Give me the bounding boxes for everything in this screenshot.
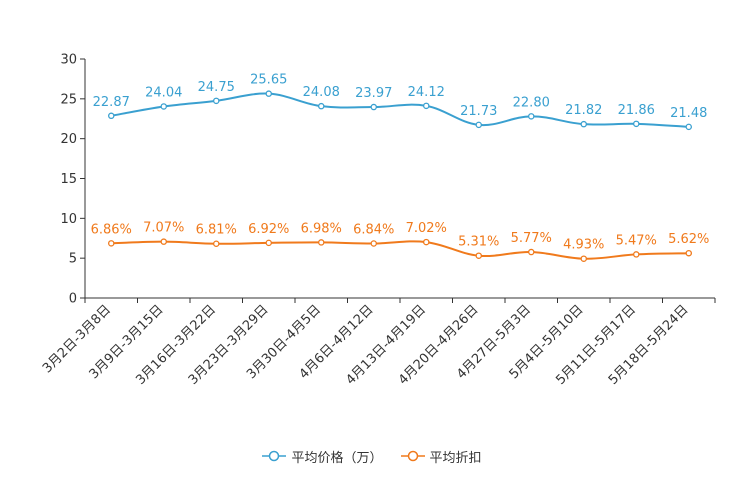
price-data-label: 25.65 — [250, 73, 287, 88]
price-point — [580, 120, 588, 128]
discount-data-label: 6.84% — [353, 223, 394, 238]
discount-data-label: 4.93% — [563, 238, 604, 253]
discount-point — [422, 238, 430, 246]
legend-item-discount[interactable]: 平均折扣 — [400, 447, 482, 466]
y-tick-label: 20 — [60, 132, 77, 147]
discount-data-label: 7.07% — [143, 221, 184, 236]
y-tick-label: 10 — [60, 212, 77, 227]
price-data-label: 23.97 — [355, 86, 392, 101]
discount-point — [685, 249, 693, 257]
price-point — [475, 121, 482, 129]
discount-data-label: 5.31% — [458, 235, 499, 250]
discount-point — [580, 255, 588, 262]
discount-data-label: 6.98% — [301, 221, 342, 236]
y-tick-label: 30 — [60, 53, 77, 68]
discount-point — [160, 238, 167, 245]
discount-line — [111, 240, 689, 260]
discount-point — [475, 252, 482, 259]
y-tick-label: 15 — [60, 172, 77, 187]
price-data-label: 24.12 — [408, 85, 445, 100]
price-data-label: 21.82 — [565, 103, 602, 118]
y-tick-label: 5 — [69, 252, 77, 267]
price-point — [528, 113, 535, 120]
discount-point — [317, 239, 325, 246]
discount-point — [528, 248, 535, 256]
y-axis: 0 5 10 15 20 25 30 — [60, 53, 86, 307]
legend-item-price[interactable]: 平均价格（万） — [262, 447, 383, 466]
discount-point — [370, 240, 377, 247]
price-data-label: 24.04 — [145, 85, 182, 100]
price-point — [265, 90, 272, 97]
legend-price-label: 平均价格（万） — [291, 450, 383, 466]
discount-point — [108, 240, 115, 247]
discount-point — [212, 240, 220, 247]
price-data-label: 24.75 — [198, 80, 235, 95]
discount-data-label: 5.47% — [616, 233, 657, 248]
discount-data-label: 6.86% — [91, 222, 132, 237]
price-data-label: 21.86 — [618, 103, 655, 118]
x-axis: 3月2日-3月8日3月9日-3月15日3月16日-3月22日3月23日-3月29… — [40, 297, 716, 388]
discount-data-label: 6.81% — [196, 223, 237, 238]
price-data-label: 22.80 — [513, 95, 550, 110]
price-point — [108, 112, 115, 120]
price-data-label: 21.48 — [670, 106, 707, 121]
price-data-label: 22.87 — [93, 95, 130, 110]
discount-point — [633, 251, 640, 258]
legend-discount-label: 平均折扣 — [429, 450, 482, 466]
price-point — [160, 103, 167, 110]
price-point — [633, 120, 640, 128]
discount-point — [265, 239, 272, 247]
legend-discount-marker-icon — [400, 450, 425, 462]
legend: 平均价格（万） 平均折扣 — [0, 446, 744, 466]
discount-data-label: 6.92% — [248, 222, 289, 237]
price-point — [685, 123, 693, 131]
discount-data-label: 7.02% — [406, 221, 447, 236]
y-tick-label: 25 — [60, 92, 77, 107]
price-line — [111, 92, 689, 128]
price-point — [212, 97, 220, 105]
series-price: 22.87 24.04 24.75 25.65 24.08 23.97 24.12 21.73… — [93, 73, 707, 131]
price-data-label: 21.73 — [460, 104, 497, 119]
discount-data-label: 5.62% — [668, 232, 709, 247]
legend-price-marker-icon — [262, 450, 287, 462]
series-layer: 22.87 24.04 24.75 25.65 24.08 23.97 24.12 21.73… — [91, 73, 709, 262]
price-point — [317, 102, 325, 110]
series-discount: 6.86% 7.07% 6.81% 6.92% 6.98% 6.84% 7.02% 5.31%… — [91, 221, 709, 262]
price-data-label: 24.08 — [303, 85, 340, 100]
discount-data-label: 5.77% — [511, 231, 552, 246]
price-point — [370, 103, 377, 111]
y-tick-label: 0 — [69, 292, 77, 307]
line-chart: 0 5 10 15 20 25 30 3月2日-3月8日3月9日-3月15日3月16日-3月… — [40, 53, 716, 388]
price-point — [422, 102, 430, 110]
